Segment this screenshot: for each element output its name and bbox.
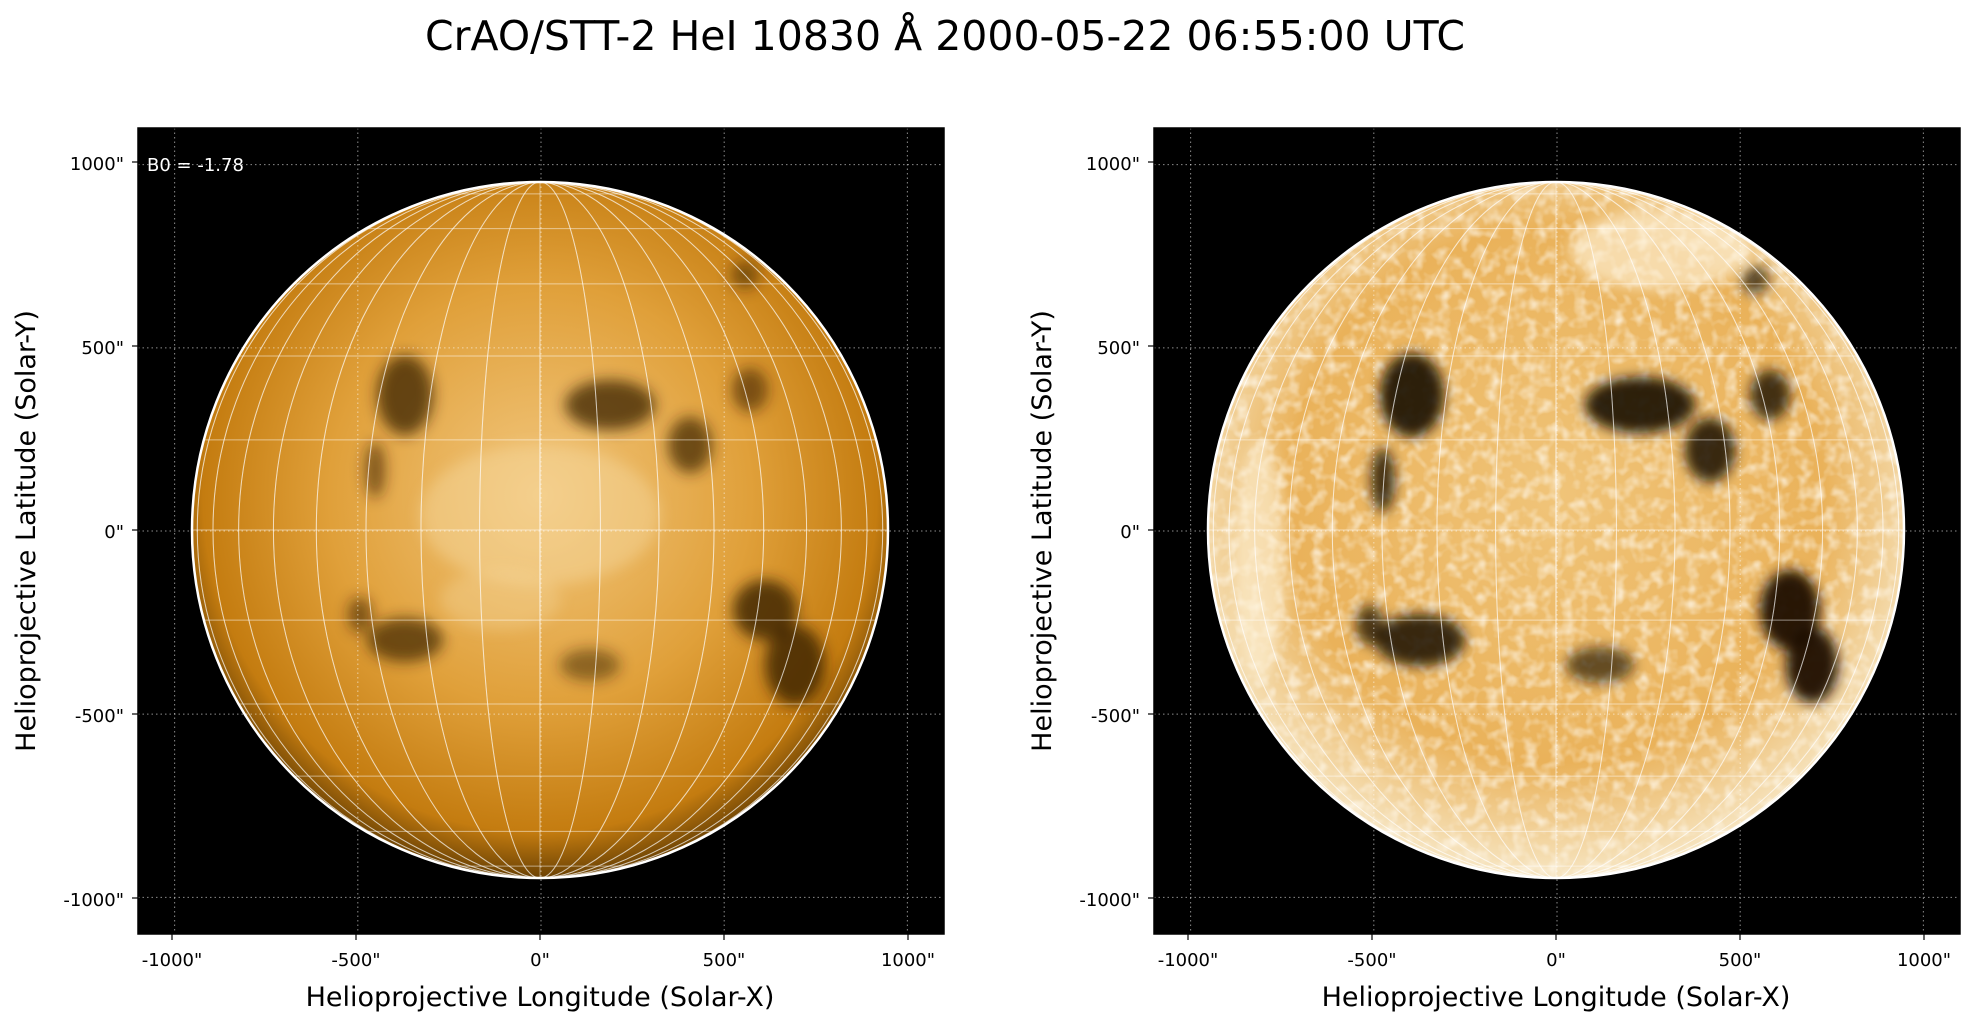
y-tick-label: -1000": [1079, 890, 1140, 911]
dark-filaments: [348, 261, 825, 705]
y-tick-label: -1000": [63, 890, 124, 911]
y-tick-label: -500": [1091, 706, 1140, 727]
tick-marks: [132, 161, 909, 940]
y-tick-label: -500": [75, 706, 124, 727]
y-tick-label: 500": [1097, 338, 1140, 359]
solar-limb: [1206, 180, 1906, 880]
y-tick-label: 0": [1120, 522, 1140, 543]
y-tick-label: 500": [81, 338, 124, 359]
x-tick-label: 500": [1719, 950, 1762, 971]
y-tick-label: 1000": [1086, 154, 1140, 175]
longitude-line: [539, 181, 541, 879]
x-tick-label: -1000": [142, 950, 203, 971]
plot-frame: [137, 127, 945, 935]
y-tick-label: 0": [104, 522, 124, 543]
y-axis-label: Helioprojective Latitude (Solar-Y): [1027, 310, 1058, 752]
solar-map-panel-left: B0 = -1.78 -1000" -500" 0" 500" 1000" 10…: [11, 127, 945, 1013]
y-tick-label: 1000": [70, 154, 124, 175]
solar-limb: [190, 180, 890, 880]
solar-map-panel-right: -1000" -500" 0" 500" 1000" 1000" 500" 0"…: [1027, 127, 1961, 1013]
plot-frame: [1153, 127, 1961, 935]
x-tick-label: -500": [331, 950, 380, 971]
x-tick-labels: -1000" -500" 0" 500" 1000": [142, 950, 935, 971]
b0-annotation: B0 = -1.78: [147, 155, 244, 176]
x-axis-label: Helioprojective Longitude (Solar-X): [306, 982, 775, 1013]
helioprojective-grid: [138, 128, 944, 934]
x-tick-label: 0": [1546, 950, 1566, 971]
y-tick-labels: 1000" 500" 0" -500" -1000": [63, 154, 124, 911]
helioprojective-grid: [1154, 128, 1960, 934]
x-tick-label: 1000": [881, 950, 935, 971]
sun-disk: [190, 180, 890, 880]
longitude-line: [1555, 181, 1557, 879]
tick-marks: [1148, 161, 1925, 940]
y-tick-labels: 1000" 500" 0" -500" -1000": [1079, 154, 1140, 911]
x-tick-label: -1000": [1158, 950, 1219, 971]
x-tick-labels: -1000" -500" 0" 500" 1000": [1158, 950, 1951, 971]
x-axis-label: Helioprojective Longitude (Solar-X): [1322, 982, 1791, 1013]
x-tick-label: 0": [530, 950, 550, 971]
sun-disk: [1206, 180, 1906, 880]
x-tick-label: -500": [1347, 950, 1396, 971]
figure-title: CrAO/STT-2 HeI 10830 Å 2000-05-22 06:55:…: [425, 12, 1465, 60]
x-tick-label: 1000": [1897, 950, 1951, 971]
x-tick-label: 500": [703, 950, 746, 971]
y-axis-label: Helioprojective Latitude (Solar-Y): [11, 310, 42, 752]
